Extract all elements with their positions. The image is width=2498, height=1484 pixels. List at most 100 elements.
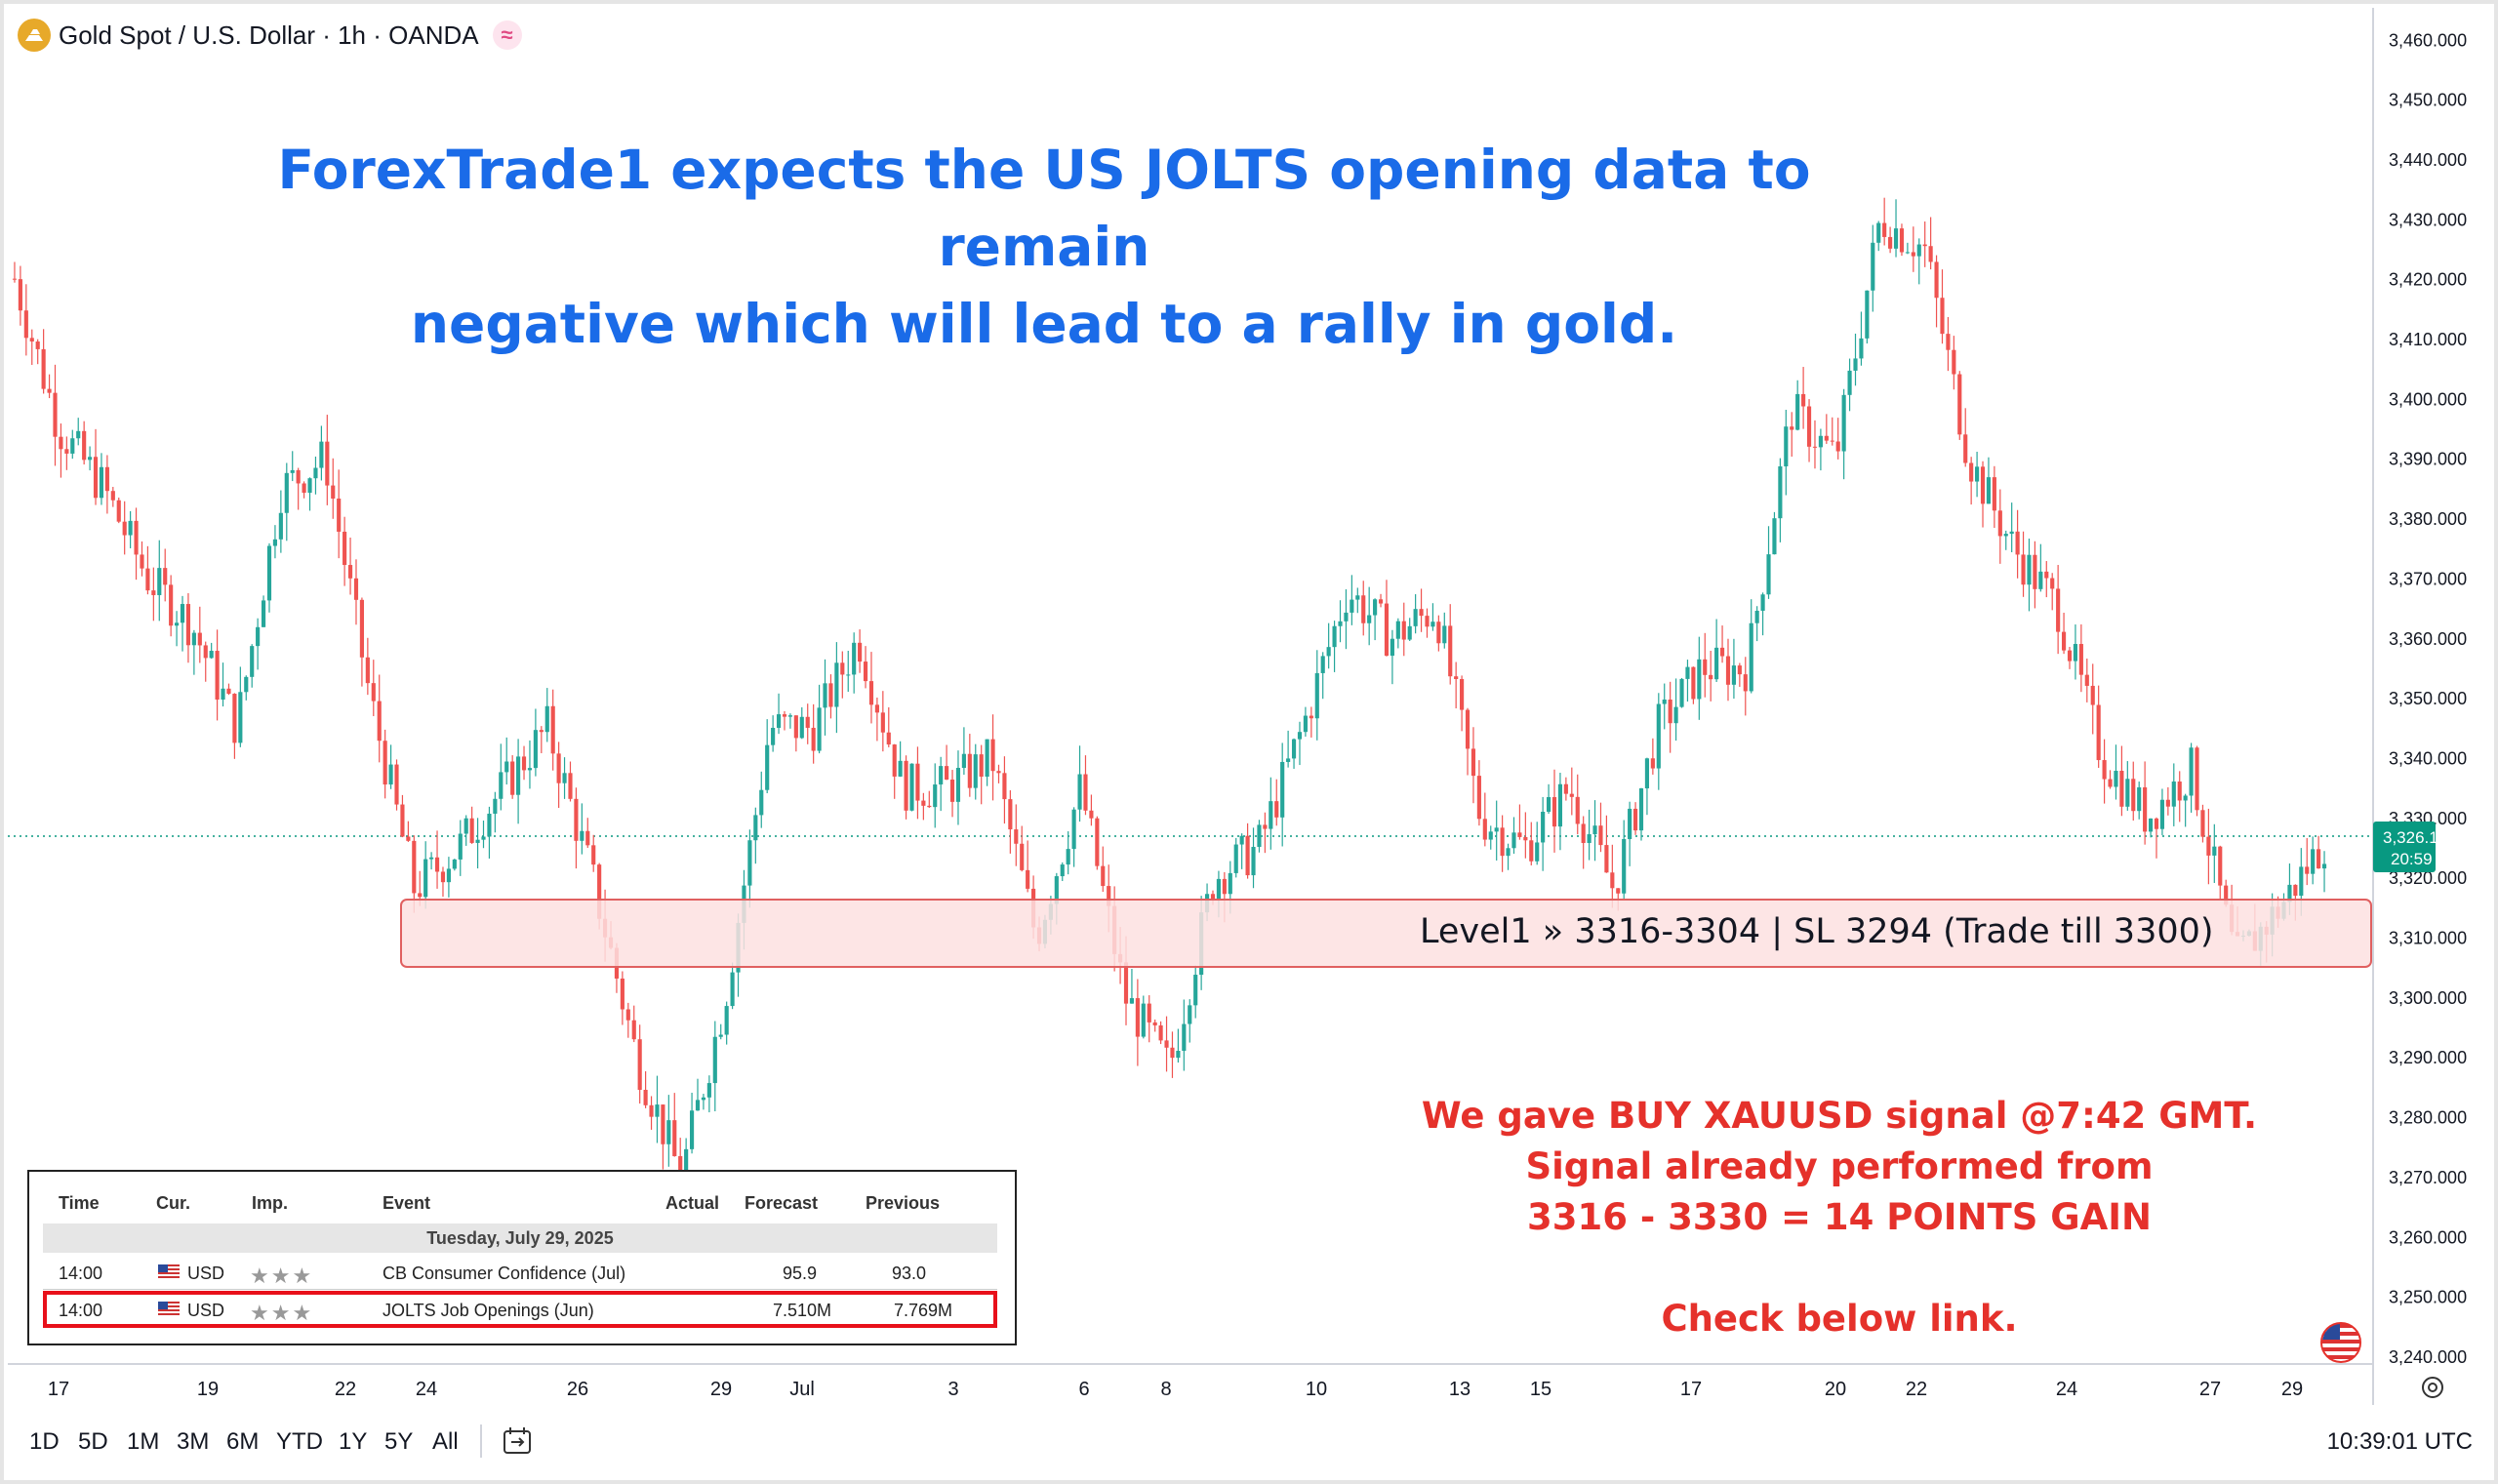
candle-body xyxy=(1210,894,1216,901)
range-1y-button[interactable]: 1Y xyxy=(339,1428,368,1455)
candle-body xyxy=(2015,531,2020,555)
range-3m-button[interactable]: 3M xyxy=(177,1428,210,1455)
candle-body xyxy=(2321,863,2327,869)
candle-body xyxy=(580,830,584,841)
candle-body xyxy=(1662,700,1667,704)
candle-body xyxy=(1992,477,1996,511)
candle-body xyxy=(782,714,787,717)
candle-body xyxy=(1628,808,1632,840)
candle-body xyxy=(1107,886,1111,906)
candle-body xyxy=(979,754,984,778)
goto-date-icon[interactable] xyxy=(502,1424,535,1458)
candle-body xyxy=(539,730,544,733)
candle-body xyxy=(1361,595,1366,623)
calendar-row: 14:00 USD ★★★ JOLTS Job Openings (Jun) 7… xyxy=(43,1293,997,1328)
row-divider xyxy=(43,1289,997,1290)
range-5y-button[interactable]: 5Y xyxy=(384,1428,414,1455)
candle-body xyxy=(452,859,457,869)
range-5d-button[interactable]: 5D xyxy=(78,1428,108,1455)
candle-body xyxy=(1101,865,1106,887)
candle-body xyxy=(1801,393,1806,407)
candle-body xyxy=(266,545,272,601)
range-ytd-button[interactable]: YTD xyxy=(276,1428,323,1455)
range-all-button[interactable]: All xyxy=(432,1428,459,1455)
time-tick-label: 17 xyxy=(48,1379,69,1400)
candle-body xyxy=(990,739,995,772)
price-tick-label: 3,410.000 xyxy=(2389,330,2467,349)
candle-body xyxy=(1269,801,1273,829)
candle-body xyxy=(655,1104,660,1117)
candle-body xyxy=(1790,426,1794,430)
candle-body xyxy=(1216,878,1222,901)
row-time: 14:00 xyxy=(59,1263,103,1283)
signal-line-4[interactable]: Check below link. xyxy=(1661,1298,2018,1340)
candle-body xyxy=(793,715,798,739)
importance-stars-icon: ★★★ xyxy=(250,1301,314,1325)
candle-body xyxy=(1778,465,1783,519)
candle-body xyxy=(412,840,417,894)
candle-body xyxy=(1911,252,1915,257)
candle-body xyxy=(666,1120,671,1144)
candle-body xyxy=(1401,621,1406,640)
candle-body xyxy=(1222,878,1227,895)
candle-body xyxy=(828,683,833,707)
candle-body xyxy=(499,772,504,799)
candle-body xyxy=(47,388,52,393)
trade-zone[interactable] xyxy=(400,899,2372,968)
candle-body xyxy=(556,753,561,783)
candle-body xyxy=(1517,832,1522,837)
time-tick-label: 27 xyxy=(2199,1379,2221,1400)
candle-body xyxy=(1095,818,1100,866)
candle-body xyxy=(110,491,115,501)
range-1d-button[interactable]: 1D xyxy=(29,1428,60,1455)
candle-body xyxy=(12,278,18,280)
candle-body xyxy=(858,642,863,662)
us-flag-icon[interactable] xyxy=(2320,1322,2361,1363)
candle-body xyxy=(1026,869,1030,889)
candle-body xyxy=(446,868,451,883)
candle-body xyxy=(643,1090,648,1105)
candle-body xyxy=(2171,782,2176,807)
wave-icon[interactable]: ≈ xyxy=(492,20,522,50)
candle-body xyxy=(886,732,891,745)
economic-calendar: Time Cur. Imp. Event Actual Forecast Pre… xyxy=(27,1170,1017,1345)
col-currency: Cur. xyxy=(156,1193,191,1213)
candle-body xyxy=(1709,674,1713,680)
time-tick-label: 13 xyxy=(1449,1379,1471,1400)
candle-body xyxy=(359,599,364,658)
time-tick-label: 8 xyxy=(1160,1379,1171,1400)
candle-body xyxy=(1754,610,1759,623)
symbol-header[interactable]: Gold Spot / U.S. Dollar · 1h · OANDA ≈ xyxy=(18,18,522,53)
time-tick-label: 3 xyxy=(947,1379,958,1400)
candle-body xyxy=(1859,338,1864,359)
price-tick-label: 3,240.000 xyxy=(2389,1347,2467,1367)
price-tick-label: 3,310.000 xyxy=(2389,929,2467,948)
candle-body xyxy=(1141,1003,1146,1037)
candle-body xyxy=(1089,810,1094,819)
price-tick-label: 3,450.000 xyxy=(2389,91,2467,110)
candle-body xyxy=(1077,774,1082,810)
row-forecast: 95.9 xyxy=(783,1263,818,1283)
gold-bars-icon xyxy=(18,19,51,52)
candle-body xyxy=(1569,793,1574,797)
col-importance: Imp. xyxy=(252,1193,289,1213)
candle-body xyxy=(1830,440,1834,442)
utc-clock[interactable]: 10:39:01 UTC xyxy=(2326,1428,2473,1455)
candle-body xyxy=(2206,836,2211,856)
settings-gear-icon[interactable] xyxy=(2422,1377,2443,1398)
candle-body xyxy=(2119,771,2124,807)
candle-body xyxy=(863,662,868,682)
candle-body xyxy=(1795,393,1800,430)
candle-body xyxy=(823,683,827,708)
price-tick-label: 3,300.000 xyxy=(2389,988,2467,1008)
candle-body xyxy=(209,651,214,659)
candle-body xyxy=(1575,796,1580,824)
candle-body xyxy=(1772,518,1777,555)
candle-body xyxy=(76,430,81,439)
candle-body xyxy=(313,467,318,479)
candle-body xyxy=(463,818,468,834)
range-6m-button[interactable]: 6M xyxy=(226,1428,260,1455)
time-tick-label: Jul xyxy=(789,1379,815,1400)
range-1m-button[interactable]: 1M xyxy=(127,1428,160,1455)
